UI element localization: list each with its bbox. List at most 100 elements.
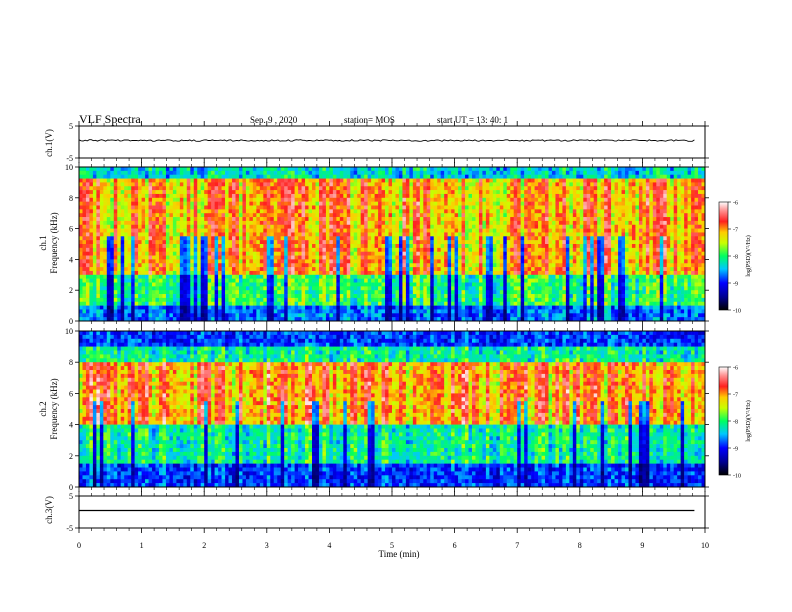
ch1-spectrogram-cell	[200, 174, 205, 179]
ch1-spectrogram-cell	[405, 317, 410, 322]
ch1-spectrogram-cell	[242, 301, 247, 306]
ch1-spectrogram-cell	[200, 309, 205, 314]
ch1-spectrogram-cell	[444, 197, 448, 202]
ch1-spectrogram-cell	[423, 236, 428, 241]
ch1-spectrogram-cell	[332, 274, 337, 279]
ch1-spectrogram-cell	[444, 167, 448, 172]
ch1-spectrogram-cell	[120, 278, 125, 283]
ch1-spectrogram-cell	[444, 247, 448, 252]
ch1-spectrogram-cell	[489, 251, 494, 256]
ch1-spectrogram-cell	[322, 228, 327, 233]
ch1-spectrogram-cell	[496, 267, 501, 272]
ch1-spectrogram-cell	[294, 270, 299, 276]
ch1-spectrogram-cell	[503, 190, 508, 195]
ch1-spectrogram-cell	[113, 236, 118, 241]
ch1-spectrogram-cell	[353, 232, 358, 237]
ch1-spectrogram-cell	[371, 178, 375, 183]
ch1-spectrogram-cell	[235, 240, 240, 245]
ch1-spectrogram-cell	[131, 263, 135, 268]
ch1-spectrogram-cell	[89, 263, 94, 268]
ch1-spectrogram-cell	[346, 294, 351, 299]
ch1-spectrogram-cell	[263, 182, 268, 187]
ch1-spectrogram-cell	[485, 170, 490, 175]
ch1-spectrogram-cell	[433, 217, 438, 222]
ch1-spectrogram-cell	[325, 251, 330, 256]
ch1-spectrogram-cell	[308, 290, 313, 295]
ch1-spectrogram-cell	[232, 217, 236, 222]
ch1-spectrogram-cell	[270, 178, 275, 183]
ch1-spectrogram-cell	[238, 186, 243, 191]
ch1-spectrogram-cell	[298, 209, 302, 214]
ch1-spectrogram-cell	[294, 224, 299, 229]
ch1-spectrogram-cell	[412, 297, 417, 303]
ch1-spectrogram-cell	[176, 267, 181, 272]
ch1-spectrogram-cell	[475, 193, 480, 199]
ch1-spectrogram-cell	[496, 282, 501, 287]
ch1-spectrogram-cell	[270, 282, 275, 287]
ch1-spectrogram-cell	[287, 186, 292, 191]
ch1-spectrogram-cell	[440, 209, 445, 214]
ch1-spectrogram-cell	[284, 228, 288, 233]
ch1-spectrogram-cell	[350, 282, 355, 287]
ch1-spectrogram-cell	[225, 174, 229, 179]
ch1-spectrogram-cell	[489, 274, 494, 279]
ch1-spectrogram-cell	[506, 317, 511, 322]
ch1-spectrogram-cell	[360, 217, 365, 222]
ch1-spectrogram-cell	[409, 190, 414, 195]
ch1-spectrogram-cell	[263, 247, 268, 252]
ch1-spectrogram-cell	[471, 282, 476, 287]
ch1-spectrogram-cell	[468, 255, 473, 260]
ch1-spectrogram-cell	[225, 240, 229, 245]
ch1-spectrogram-cell	[277, 305, 282, 310]
ch1-spectrogram-cell	[183, 170, 188, 175]
ch1-spectrogram-cell	[218, 301, 222, 306]
ch1-spectrogram-cell	[124, 174, 128, 179]
ch1-spectrogram-cell	[204, 224, 208, 229]
ch1-spectrogram-cell	[158, 178, 163, 183]
ch1-spectrogram-cell	[492, 247, 497, 252]
ch1-spectrogram-cell	[127, 259, 132, 264]
ch1-spectrogram-cell	[301, 224, 306, 229]
ch1-spectrogram-cell	[110, 232, 115, 237]
ch1-spectrogram-cell	[339, 255, 344, 260]
ch1-spectrogram-cell	[238, 317, 243, 322]
ch1-spectrogram-cell	[485, 313, 490, 318]
ch1-spectrogram-cell	[235, 247, 240, 252]
ch1-spectrogram-cell	[444, 209, 448, 214]
ch1-spectrogram-cell	[367, 213, 372, 218]
ch1-spectrogram-cell	[430, 317, 435, 322]
ch1-spectrogram-cell	[141, 274, 146, 279]
ch1-spectrogram-cell	[82, 220, 87, 226]
ch1-spectrogram-cell	[402, 282, 407, 287]
ch1-spectrogram-cell	[336, 255, 341, 260]
ch1-spectrogram-cell	[374, 182, 379, 187]
ch1-spectrogram-cell	[99, 167, 104, 172]
ch1-spectrogram-cell	[298, 236, 302, 241]
ch1-spectrogram-cell	[315, 278, 320, 283]
ch1-spectrogram-cell	[325, 193, 330, 199]
ch1-spectrogram-cell	[332, 193, 337, 199]
ch1-spectrogram-cell	[256, 247, 261, 252]
ch1-spectrogram-cell	[169, 240, 174, 245]
ch1-spectrogram-cell	[148, 209, 153, 214]
ch1-spectrogram-cell	[221, 309, 226, 314]
ch1-spectrogram-cell	[492, 301, 497, 306]
ch1-spectrogram-cell	[211, 228, 215, 233]
ch1-spectrogram-cell	[284, 305, 288, 310]
ch1-spectrogram-cell	[85, 301, 90, 306]
ch1-spectrogram-cell	[371, 301, 375, 306]
ch1-spectrogram-cell	[238, 267, 243, 272]
ch1-spectrogram-cell	[82, 193, 87, 199]
ch1-spectrogram-cell	[291, 213, 295, 218]
ch1-spectrogram-cell	[96, 267, 101, 272]
ch1-spectrogram-cell	[371, 255, 375, 260]
ch1-spectrogram-cell	[353, 174, 358, 179]
ch1-spectrogram-cell	[103, 278, 108, 283]
ch1-spectrogram-cell	[249, 282, 254, 287]
ch1-spectrogram-cell	[485, 259, 490, 264]
ch1-spectrogram-cell	[193, 170, 198, 175]
ch1-spectrogram-cell	[193, 209, 198, 214]
ch1-spectrogram-cell	[503, 182, 508, 187]
ch1-spectrogram-cell	[277, 301, 282, 306]
ch1-spectrogram-cell	[312, 240, 316, 245]
